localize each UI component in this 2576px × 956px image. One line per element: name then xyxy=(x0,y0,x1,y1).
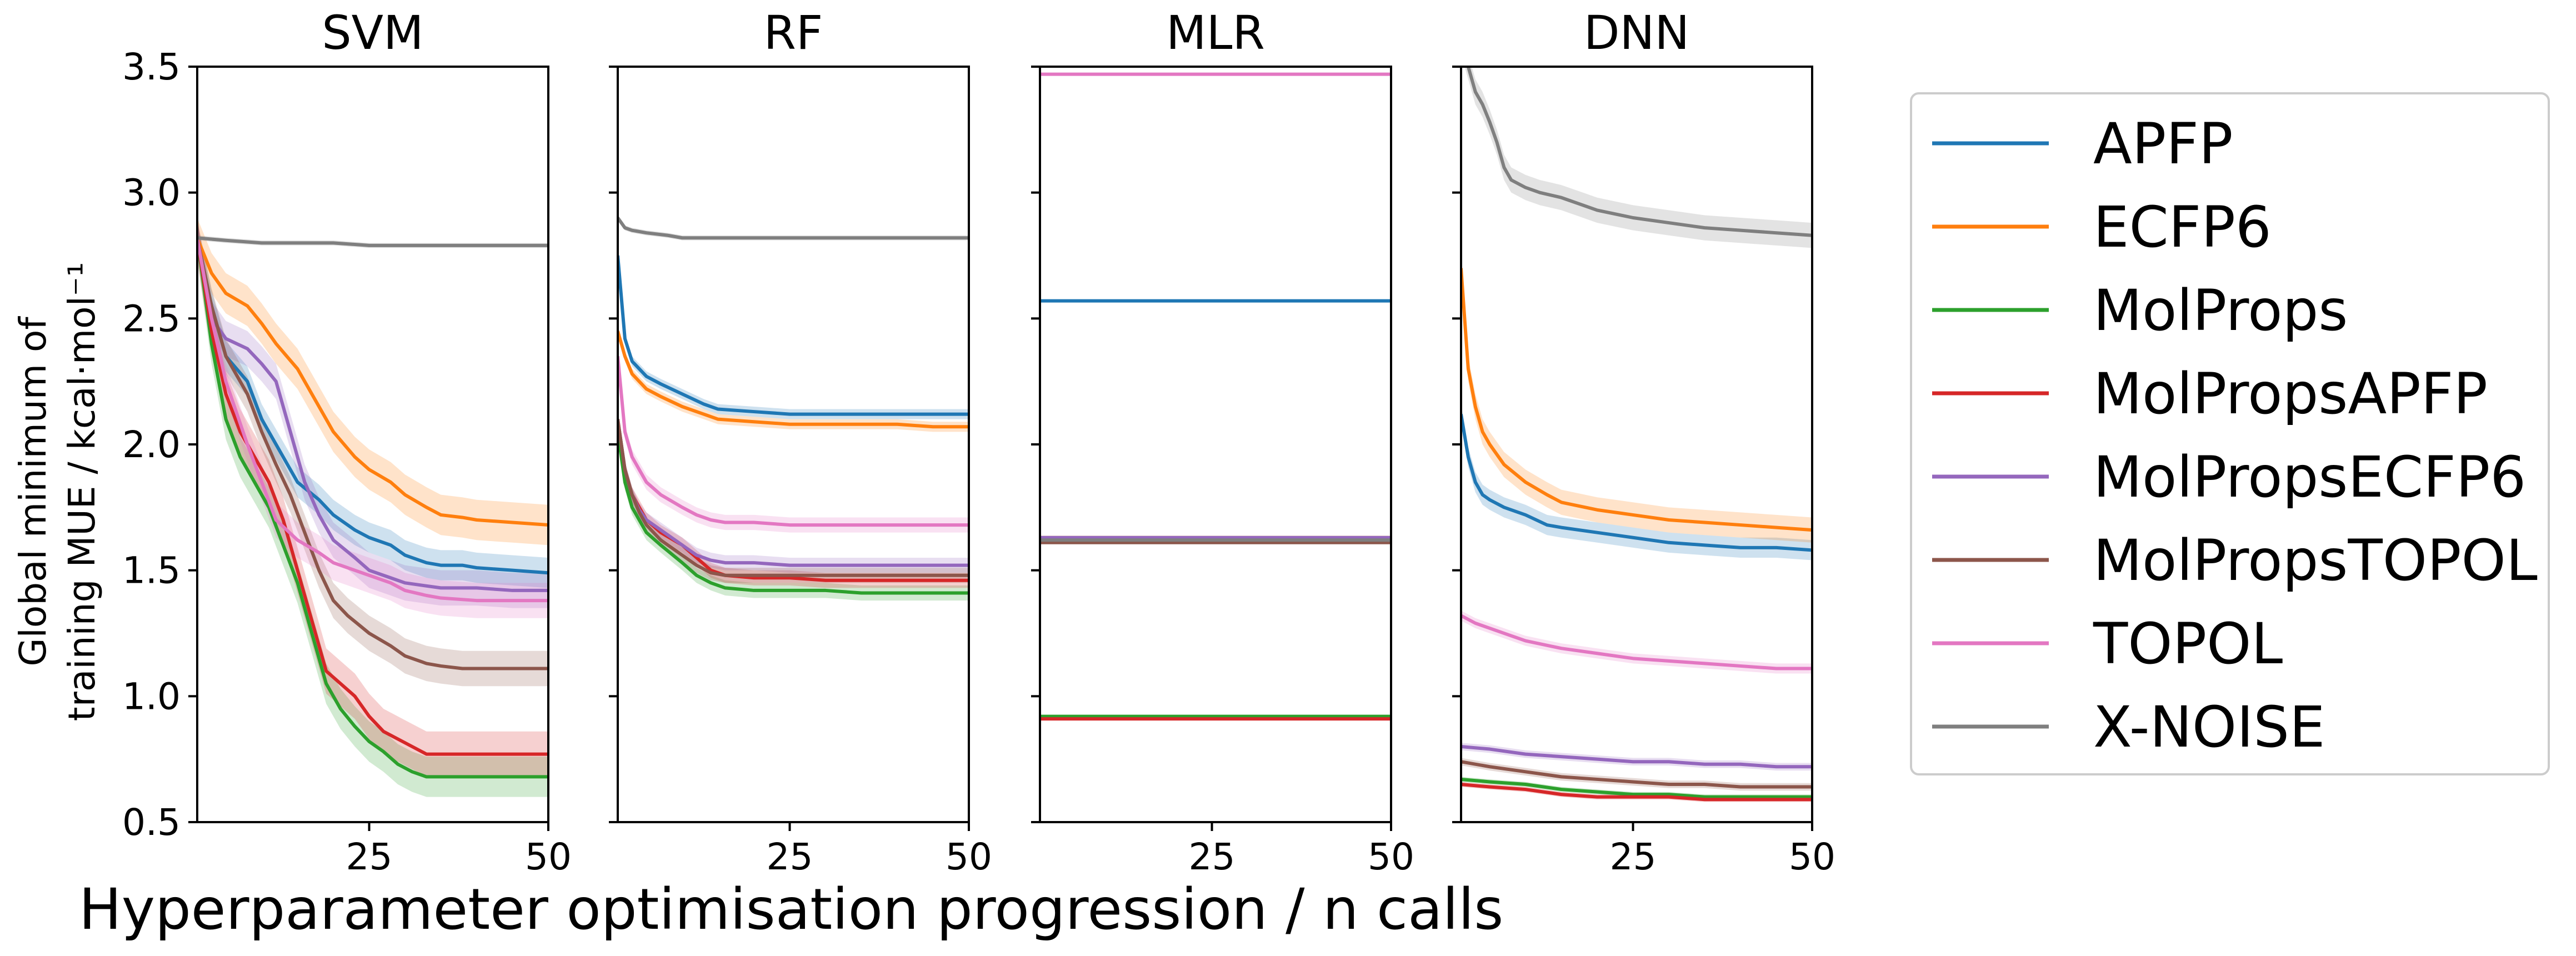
series-line-topol xyxy=(618,356,969,527)
y-axis-label-line-2: training MUE / kcal·mol⁻¹ xyxy=(61,262,103,721)
legend-label: MolPropsAPFP xyxy=(2093,361,2488,427)
y-tick-label: 3.5 xyxy=(122,46,181,88)
series-line-molpropstopol xyxy=(1461,760,1812,789)
y-tick-label: 3.0 xyxy=(122,172,181,214)
band-molpropstopol xyxy=(1461,758,1812,791)
band-ecfp6 xyxy=(197,218,548,545)
plot-area xyxy=(1461,67,1812,802)
series-line-x-noise xyxy=(197,236,548,247)
series-line-x-noise xyxy=(618,217,969,240)
band-apfp xyxy=(1461,404,1812,560)
legend-item-ecfp6: ECFP6 xyxy=(1932,194,2272,261)
panel-dnn: 25 50 DNN xyxy=(1452,6,1835,878)
x-tick-label: 50 xyxy=(1789,835,1835,878)
legend-frame xyxy=(1910,92,2550,775)
band-x-noise xyxy=(1464,67,1812,248)
plot-area xyxy=(618,215,969,601)
x-tick-label: 25 xyxy=(1610,835,1657,878)
y-tick-label: 2.5 xyxy=(122,297,181,340)
series-line-topol xyxy=(1461,614,1812,670)
series-line-ecfp6 xyxy=(197,237,548,527)
series-line-molpropsapfp xyxy=(1461,783,1812,802)
series-line-ecfp6 xyxy=(1461,268,1812,532)
legend-label: MolProps xyxy=(2093,278,2348,344)
axes-frame xyxy=(617,66,970,823)
series-line-topol xyxy=(197,237,548,603)
y-axis-label-line-1: Global minimum of xyxy=(12,316,54,667)
panel-mlr: 25 50 MLR xyxy=(1031,6,1414,878)
legend-label: MolPropsTOPOL xyxy=(2093,528,2538,594)
series-line-molpropstopol xyxy=(618,419,969,577)
band-apfp xyxy=(618,250,969,419)
panel-title-dnn: DNN xyxy=(1584,6,1689,60)
series-line-molpropsecfp6 xyxy=(1461,745,1812,769)
series-line-ecfp6 xyxy=(618,331,969,429)
legend-label: MolPropsECFP6 xyxy=(2093,444,2526,510)
x-tick-label: 25 xyxy=(1189,835,1236,878)
series-line-apfp xyxy=(1461,414,1812,552)
plot-area xyxy=(197,215,548,797)
x-tick-label: 25 xyxy=(346,835,393,878)
panel-svm: 0.5 1.0 1.5 2.0 2.5 3.0 3.5 25 50 SVM xyxy=(122,6,572,878)
series-line-molprops xyxy=(197,237,548,779)
legend-item-topol: TOPOL xyxy=(1932,611,2283,677)
chart-panels: 0.5 1.0 1.5 2.0 2.5 3.0 3.5 25 50 SVM 25 50 RF 25 50 ML… xyxy=(122,6,1835,878)
panel-title-rf: RF xyxy=(764,6,823,60)
legend-item-x-noise: X-NOISE xyxy=(1932,694,2325,760)
legend-item-molpropsecfp6: MolPropsECFP6 xyxy=(1932,444,2526,510)
legend: APFP ECFP6 MolProps MolPropsAPFP MolPropsECF… xyxy=(1910,92,2550,775)
x-tick-label: 50 xyxy=(1368,835,1414,878)
series-line-x-noise xyxy=(1466,67,1812,237)
band-topol xyxy=(618,348,969,533)
series-line-molpropsecfp6 xyxy=(197,237,548,592)
legend-item-molprops: MolProps xyxy=(1932,278,2348,344)
legend-label: TOPOL xyxy=(2093,611,2283,677)
series-line-molpropstopol xyxy=(197,237,548,670)
x-tick-label: 50 xyxy=(946,835,992,878)
legend-label: X-NOISE xyxy=(2093,694,2325,760)
x-tick-label: 50 xyxy=(525,835,572,878)
series-line-molprops xyxy=(618,431,969,595)
y-tick-label: 1.5 xyxy=(122,549,181,592)
x-axis-label: Hyperparameter optimisation progression … xyxy=(79,877,1503,943)
panel-title-mlr: MLR xyxy=(1166,6,1265,60)
band-topol xyxy=(1461,610,1812,674)
y-tick-label: 2.0 xyxy=(122,423,181,466)
series-line-molprops xyxy=(1461,777,1812,799)
series-line-apfp xyxy=(618,255,969,416)
legend-item-molpropstopol: MolPropsTOPOL xyxy=(1932,528,2538,594)
legend-item-molpropsapfp: MolPropsAPFP xyxy=(1932,361,2488,427)
panel-rf: 25 50 RF xyxy=(609,6,992,878)
axes-frame xyxy=(1039,66,1392,823)
y-tick-label: 1.0 xyxy=(122,675,181,718)
plot-area xyxy=(1040,72,1391,721)
series-line-apfp xyxy=(197,237,548,575)
y-tick-label: 0.5 xyxy=(122,801,181,844)
band-topol xyxy=(197,220,548,618)
legend-label: ECFP6 xyxy=(2093,194,2272,261)
legend-item-apfp: APFP xyxy=(1932,111,2233,177)
band-molpropstopol xyxy=(197,220,548,687)
panel-title-svm: SVM xyxy=(322,6,423,60)
x-tick-label: 25 xyxy=(767,835,813,878)
legend-label: APFP xyxy=(2093,111,2233,177)
band-ecfp6 xyxy=(1461,256,1812,543)
